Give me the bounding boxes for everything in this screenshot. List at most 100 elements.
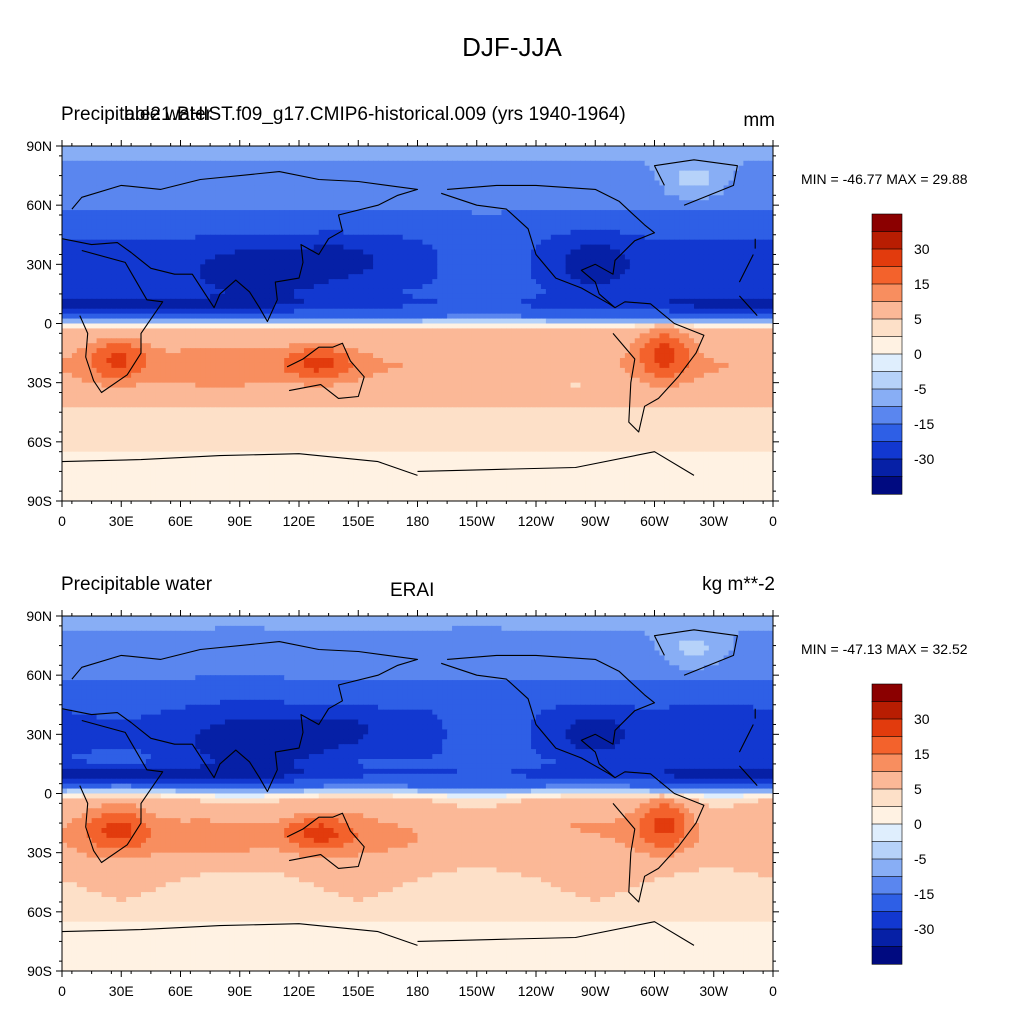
lon-tick-label: 90E [227, 983, 252, 999]
lon-tick-label: 180 [406, 513, 430, 529]
colorbar-swatch [871, 406, 903, 425]
colorbar-swatch [871, 858, 903, 878]
colorbar-swatch [871, 353, 903, 373]
panel1-colorbar: 30 15 5 0 -5 -15 -30 [871, 213, 934, 495]
lon-tick-label: 30W [699, 513, 729, 529]
colorbar-swatch [871, 476, 903, 495]
colorbar-label: 15 [914, 746, 930, 762]
lon-tick-label: 0 [58, 983, 66, 999]
lat-tick-label: 90S [27, 493, 52, 509]
lon-tick-label: 90W [581, 983, 611, 999]
colorbar-label: 15 [914, 276, 930, 292]
colorbar-label: -30 [914, 921, 934, 937]
lon-tick-label: 120E [283, 513, 316, 529]
colorbar-swatch [871, 823, 903, 843]
colorbar-swatch [871, 736, 903, 755]
lat-tick-label: 30S [27, 375, 52, 391]
panel1-coastlines [62, 159, 765, 476]
lon-tick-label: 30W [699, 983, 729, 999]
lon-tick-label: 0 [769, 983, 777, 999]
lat-tick-label: 0 [44, 786, 52, 802]
colorbar-swatch [871, 318, 903, 338]
coastline [286, 812, 365, 869]
colorbar-swatch [871, 753, 903, 773]
coastline [286, 342, 365, 399]
coastline [612, 301, 705, 433]
lon-tick-label: 30E [109, 513, 134, 529]
colorbar-swatch [871, 336, 903, 355]
coastline [79, 719, 758, 864]
coastline [612, 771, 705, 903]
colorbar-swatch [871, 301, 903, 320]
lon-tick-label: 150W [458, 513, 495, 529]
colorbar-swatch [871, 701, 903, 720]
panel2-colorbar: 30 15 5 0 -5 -15 -30 [871, 683, 934, 965]
coastline [653, 629, 738, 676]
colorbar-swatch [871, 788, 903, 808]
colorbar-swatch [871, 441, 903, 460]
colorbar-label: 30 [914, 241, 930, 257]
lon-tick-label: 60W [640, 513, 670, 529]
coastline [79, 249, 758, 394]
lat-tick-label: 30N [26, 256, 52, 272]
coastline [62, 921, 695, 946]
coastline [441, 654, 656, 779]
coastline [441, 184, 656, 309]
lon-tick-label: 90E [227, 513, 252, 529]
panel2-right-label: kg m**-2 [702, 574, 775, 596]
lon-tick-label: 0 [769, 513, 777, 529]
lat-tick-label: 60N [26, 197, 52, 213]
colorbar-swatch [871, 371, 903, 390]
colorbar-swatch [871, 283, 903, 303]
colorbar-swatch [871, 458, 903, 478]
lat-tick-label: 90N [26, 608, 52, 624]
colorbar-swatch [871, 876, 903, 895]
panel1-right-label: mm [743, 110, 775, 132]
colorbar-swatch [871, 718, 903, 738]
figure-title: DJF-JJA [0, 32, 1024, 63]
colorbar-swatch [871, 806, 903, 825]
colorbar-swatch [871, 266, 903, 285]
colorbar-swatch [871, 928, 903, 948]
lat-tick-label: 60S [27, 904, 52, 920]
colorbar-swatch [871, 946, 903, 965]
lat-tick-label: 90S [27, 963, 52, 979]
lon-tick-label: 120W [518, 513, 555, 529]
colorbar-label: -5 [914, 851, 927, 867]
colorbar-label: 30 [914, 711, 930, 727]
colorbar-label: 0 [914, 816, 922, 832]
colorbar-swatch [871, 423, 903, 443]
lat-tick-label: 0 [44, 316, 52, 332]
panel2-map [62, 616, 773, 971]
colorbar-swatch [871, 683, 903, 703]
panel1-left-label: Precipitable water [61, 104, 212, 126]
lat-tick-label: 90N [26, 138, 52, 154]
panel2-left-label: Precipitable water [61, 574, 212, 596]
lat-tick-label: 30S [27, 845, 52, 861]
colorbar-swatch [871, 893, 903, 913]
lat-tick-label: 60S [27, 434, 52, 450]
panel1-center-label: b.e21.BHIST.f09_g17.CMIP6-historical.009… [124, 104, 626, 126]
panel1-map [62, 146, 773, 501]
lon-tick-label: 60W [640, 983, 670, 999]
lon-tick-label: 150W [458, 983, 495, 999]
panel1-min-max: MIN = -46.77 MAX = 29.88 [801, 171, 968, 187]
lon-tick-label: 60E [168, 513, 193, 529]
lon-tick-label: 0 [58, 513, 66, 529]
lon-tick-label: 120E [283, 983, 316, 999]
colorbar-swatch [871, 388, 903, 408]
colorbar-label: -15 [914, 886, 934, 902]
colorbar-swatch [871, 213, 903, 233]
lon-tick-label: 30E [109, 983, 134, 999]
panel2-min-max: MIN = -47.13 MAX = 32.52 [801, 641, 968, 657]
lon-tick-label: 150E [342, 513, 375, 529]
colorbar-label: 0 [914, 346, 922, 362]
lat-tick-label: 30N [26, 726, 52, 742]
colorbar-label: -5 [914, 381, 927, 397]
colorbar-swatch [871, 231, 903, 250]
lon-tick-label: 120W [518, 983, 555, 999]
colorbar-label: -15 [914, 416, 934, 432]
colorbar-swatch [871, 771, 903, 790]
colorbar-swatch [871, 841, 903, 860]
